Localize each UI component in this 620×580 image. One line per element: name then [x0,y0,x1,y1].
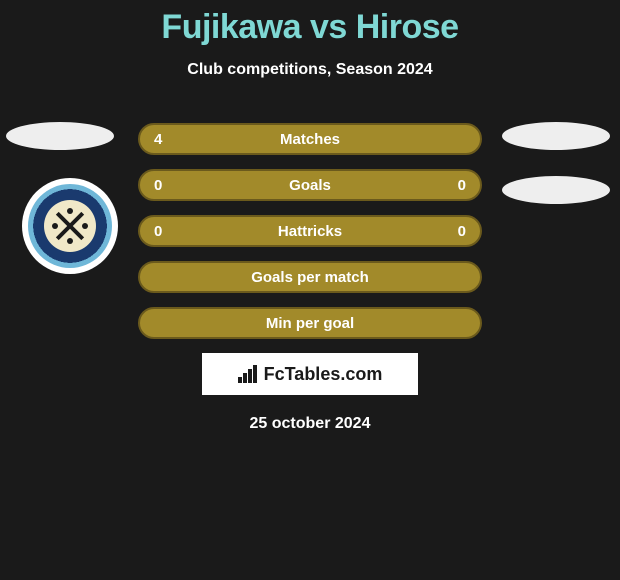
stat-left-value: 4 [154,131,162,148]
stat-bar: 0 Goals 0 [138,169,482,201]
date-text: 25 october 2024 [0,415,620,433]
stat-label: Goals [289,177,331,194]
stats-block: 4 Matches 0 Goals 0 0 Hattricks 0 Goals … [0,123,620,339]
stat-right-value: 0 [458,177,466,194]
brand-text: FcTables.com [264,364,383,385]
stat-label: Matches [280,131,340,148]
stat-bar: 4 Matches [138,123,482,155]
stat-right-value: 0 [458,223,466,240]
brand-box[interactable]: FcTables.com [202,353,418,395]
stat-row: Goals per match [0,261,620,293]
page-title: Fujikawa vs Hirose [0,8,620,47]
stat-bar: 0 Hattricks 0 [138,215,482,247]
stat-label: Hattricks [278,223,342,240]
stat-row: Min per goal [0,307,620,339]
page-subtitle: Club competitions, Season 2024 [0,61,620,79]
stat-row: 0 Hattricks 0 [0,215,620,247]
stat-label: Goals per match [251,269,369,286]
header: Fujikawa vs Hirose Club competitions, Se… [0,0,620,79]
stat-left-value: 0 [154,223,162,240]
stat-label: Min per goal [266,315,354,332]
stat-bar: Goals per match [138,261,482,293]
bars-icon [238,365,260,383]
stat-row: 0 Goals 0 [0,169,620,201]
stat-bar: Min per goal [138,307,482,339]
stat-left-value: 0 [154,177,162,194]
stat-row: 4 Matches [0,123,620,155]
